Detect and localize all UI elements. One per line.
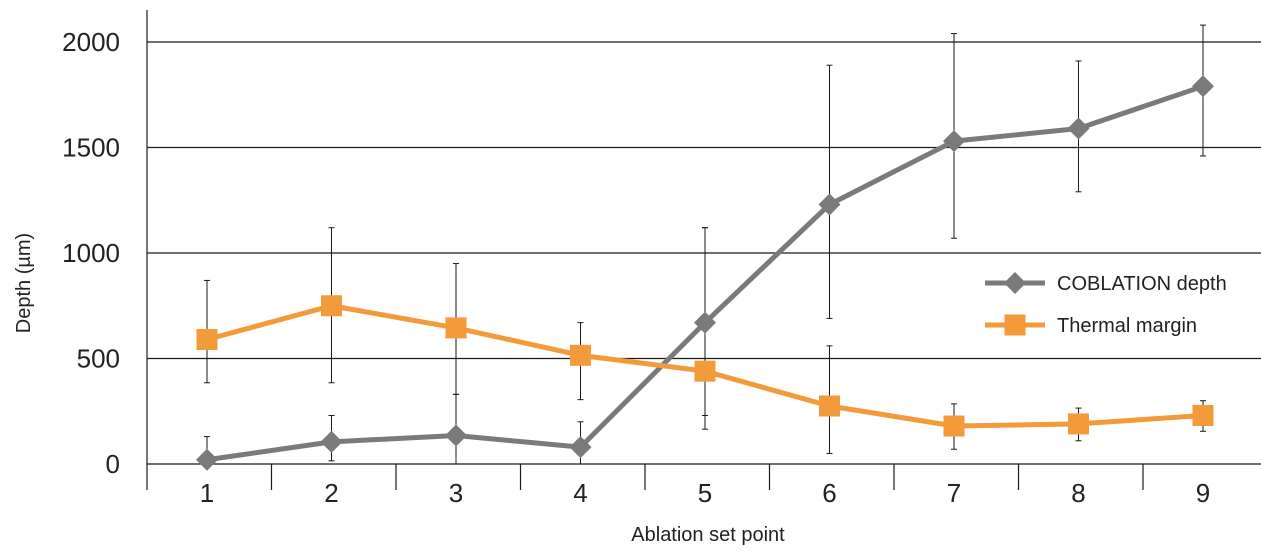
coblation-depth-point <box>445 424 467 447</box>
x-tick-label: 9 <box>1196 478 1210 508</box>
coblation-depth-point <box>694 311 716 334</box>
x-tick-label: 8 <box>1071 478 1085 508</box>
coblation-depth-point <box>1192 75 1214 98</box>
x-tick-label: 7 <box>947 478 961 508</box>
y-axis-title: Depth (µm) <box>13 233 35 333</box>
x-tick-label: 6 <box>822 478 836 508</box>
coblation-depth-point <box>569 436 592 459</box>
legend: COBLATION depth Thermal margin <box>985 272 1227 337</box>
legend-swatch-marker <box>1004 314 1026 336</box>
thermal-margin-point <box>1192 404 1214 426</box>
thermal-margin-point <box>694 360 716 382</box>
thermal-margin-point <box>943 415 965 437</box>
coblation-depth-point <box>943 130 965 153</box>
thermal-margin-point <box>570 344 591 366</box>
x-tick-label: 5 <box>698 478 712 508</box>
axes: 0 500 1000 1500 2000 1 2 3 4 5 6 7 8 9 <box>62 10 1261 508</box>
x-tick-label: 2 <box>324 478 338 508</box>
thermal-margin-point <box>819 395 840 417</box>
x-axis-title: Ablation set point <box>631 524 785 546</box>
y-tick-label: 0 <box>106 449 120 479</box>
gridlines <box>147 41 1261 360</box>
coblation-depth-point <box>320 430 343 453</box>
x-tick-label: 3 <box>449 478 463 508</box>
y-tick-label: 500 <box>77 344 120 374</box>
y-tick-label: 1500 <box>62 133 120 163</box>
legend-swatch-marker <box>1004 272 1026 294</box>
x-tick-label: 1 <box>200 478 214 508</box>
y-tick-label: 2000 <box>62 27 120 57</box>
coblation-depth-point <box>196 448 218 471</box>
thermal-margin-point <box>196 329 218 351</box>
thermal-margin-point <box>1068 413 1089 435</box>
series <box>196 75 1214 471</box>
y-tick-label: 1000 <box>62 238 120 268</box>
legend-label-thermal-margin: Thermal margin <box>1057 315 1197 337</box>
thermal-margin-point <box>445 317 467 339</box>
x-tick-label: 4 <box>573 478 587 508</box>
legend-label-coblation-depth: COBLATION depth <box>1057 273 1227 295</box>
error-bars <box>204 24 1206 465</box>
thermal-margin-point <box>321 295 342 317</box>
coblation-depth-point <box>1067 117 1090 140</box>
coblation-depth-point <box>818 193 841 216</box>
